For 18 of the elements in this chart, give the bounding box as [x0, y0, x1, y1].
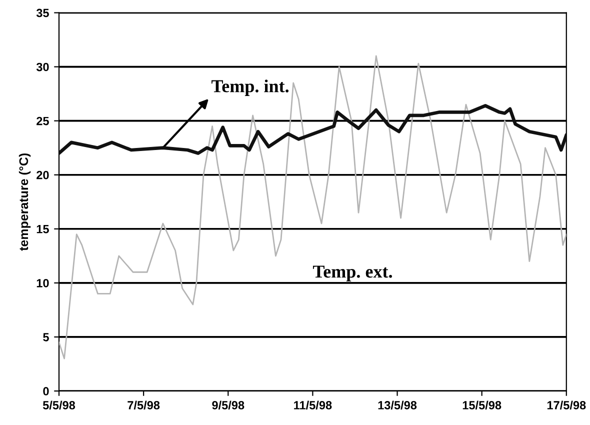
- x-tick-label: 7/5/98: [128, 400, 160, 410]
- y-tick-label: 20: [36, 170, 49, 180]
- y-tick-label: 30: [36, 62, 49, 72]
- x-tick-label: 11/5/98: [294, 400, 332, 410]
- y-tick-label: 25: [36, 116, 49, 126]
- x-tick-label: 5/5/98: [42, 400, 76, 410]
- series-label: Temp. int.: [212, 80, 289, 96]
- y-tick-label: 5: [43, 333, 49, 342]
- y-axis-title: temperature (°C): [18, 153, 31, 251]
- y-tick-label: 15: [36, 225, 49, 234]
- x-tick-label: 15/5/98: [462, 400, 502, 410]
- y-tick-label: 35: [36, 8, 49, 18]
- x-tick-label: 9/5/98: [212, 400, 244, 410]
- x-tick-label: 13/5/98: [378, 400, 417, 410]
- y-tick-label: 10: [36, 278, 49, 288]
- text: Temp. ext.: [312, 266, 392, 282]
- x-tick-label: 17/5/98: [547, 400, 586, 410]
- y-tick-label: 0: [43, 387, 49, 396]
